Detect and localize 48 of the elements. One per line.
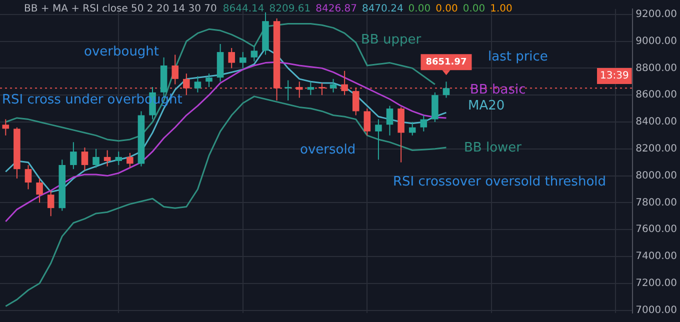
annotation: 13:39 (600, 70, 629, 82)
y-tick-label: 7200.00 (636, 278, 678, 289)
candlestick (408, 121, 416, 136)
text: BB basic (470, 82, 526, 98)
chart-title: BB + MA + RSI close 50 2 20 14 30 70 (24, 4, 217, 15)
candlestick (81, 147, 88, 171)
candlestick (284, 80, 292, 101)
series-label: BB upper (361, 32, 422, 48)
y-tick-label: 8800.00 (636, 62, 678, 74)
candlestick (228, 48, 235, 69)
candlestick (442, 81, 450, 98)
y-tick-label: 8000.00 (636, 170, 678, 182)
y-tick-label: 7000.00 (636, 304, 678, 316)
candlestick (375, 118, 382, 160)
y-tick-label: 7400.00 (636, 251, 678, 262)
y-tick-label: 8600.00 (636, 90, 678, 101)
chart-subtitle: 8644.14 8209.61 8426.87 8470.24 0.00 0.00 0.00 1.00 (222, 4, 512, 15)
candlestick (2, 118, 10, 136)
series-label: MA20 (468, 98, 505, 114)
annotation: overbought (84, 44, 160, 60)
y-tick-label: 7800.00 (636, 197, 678, 208)
candlestick (194, 76, 202, 93)
candlestick (364, 108, 371, 136)
y-tick-label: 9000.00 (636, 36, 678, 47)
annotation: 8651.97 (426, 57, 467, 68)
candlestick (330, 78, 337, 93)
candlestick (172, 54, 178, 85)
candlestick (47, 190, 54, 217)
series-label: BB lower (464, 140, 522, 156)
candlestick (206, 73, 212, 88)
candlestick (92, 148, 100, 168)
y-tick-label: 7600.00 (636, 224, 678, 236)
candlestick (24, 164, 32, 190)
candlestick (250, 46, 258, 62)
candlestick (104, 150, 111, 167)
candlestick (70, 142, 77, 170)
candlestick (386, 105, 394, 136)
candlestick (126, 152, 134, 168)
y-tick-label: 8200.00 (636, 143, 678, 154)
y-tick-label: 8400.00 (636, 116, 678, 128)
candlestick (420, 114, 428, 132)
annotation: oversold (300, 142, 356, 158)
candlestick (115, 151, 122, 166)
y-tick-label: 9200.00 (636, 8, 678, 20)
candlestick (240, 52, 246, 69)
candlestick (36, 178, 43, 204)
annotation: RSI crossover oversold threshold (393, 174, 606, 190)
annotation: last price (488, 49, 548, 64)
